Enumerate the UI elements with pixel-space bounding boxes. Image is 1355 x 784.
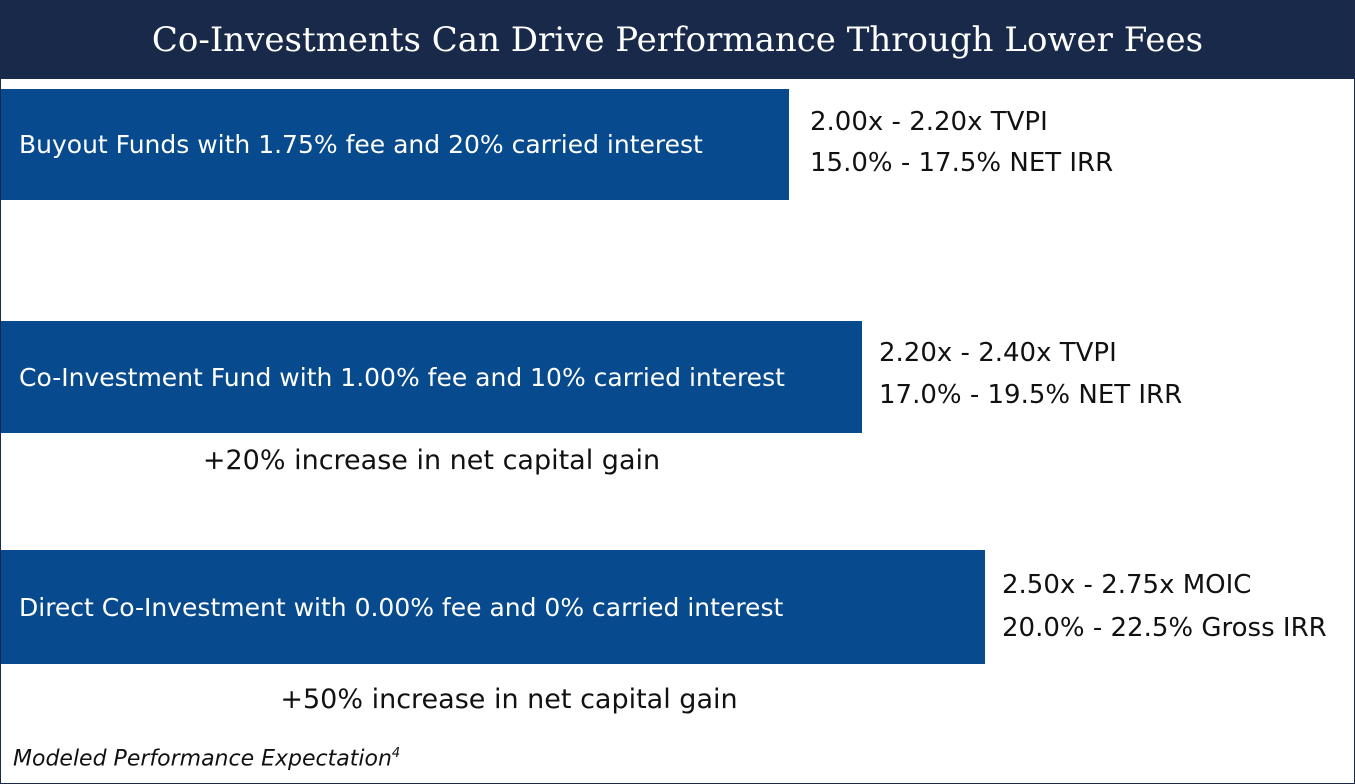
- row-bar: Buyout Funds with 1.75% fee and 20% carr…: [1, 89, 789, 200]
- metric: 15.0% - 17.5% NET IRR: [810, 148, 1114, 178]
- metric: 20.0% - 22.5% Gross IRR: [1002, 613, 1327, 643]
- metric: 2.50x - 2.75x MOIC: [1002, 570, 1252, 600]
- row-bar: Direct Co-Investment with 0.00% fee and …: [1, 550, 985, 664]
- row-bar: Co-Investment Fund with 1.00% fee and 10…: [1, 321, 862, 433]
- metric: 17.0% - 19.5% NET IRR: [879, 380, 1183, 410]
- footnote-text: Modeled Performance Expectation: [13, 746, 392, 772]
- gain-note: +20% increase in net capital gain: [202, 445, 661, 476]
- footnote-marker: 4: [391, 746, 401, 761]
- title: Co-Investments Can Drive Performance Thr…: [1, 1, 1354, 79]
- metric: 2.20x - 2.40x TVPI: [879, 338, 1117, 368]
- gain-note: +50% increase in net capital gain: [280, 684, 738, 715]
- metric: 2.00x - 2.20x TVPI: [810, 107, 1048, 137]
- footnote: Modeled Performance Expectation4: [13, 746, 400, 771]
